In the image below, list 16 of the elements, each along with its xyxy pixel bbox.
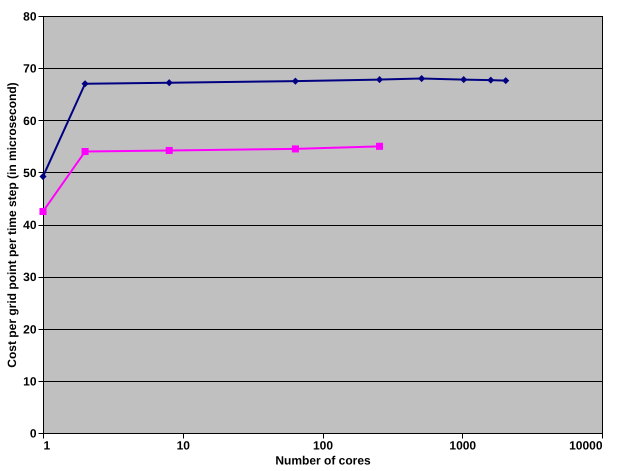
y-tick-label: 70 [23,62,37,76]
x-axis-title: Number of cores [275,454,371,468]
x-tick-label: 1000 [449,438,476,452]
y-tick-label: 40 [23,218,37,232]
x-tick-label: 10000 [569,438,603,452]
y-tick-label: 30 [23,270,37,284]
y-tick-label: 20 [23,322,37,336]
y-tick-label: 50 [23,166,37,180]
y-tick-label: 80 [23,10,37,24]
y-axis-title: Cost per grid point per time step (in microsecond) [5,82,20,368]
y-tick-label: 60 [23,114,37,128]
x-tick-label: 1 [44,438,50,452]
y-tick-label: 10 [23,374,37,388]
x-tick-label: 100 [312,438,334,452]
y-tick-label: 0 [30,426,37,440]
x-tick-label: 10 [176,438,190,452]
